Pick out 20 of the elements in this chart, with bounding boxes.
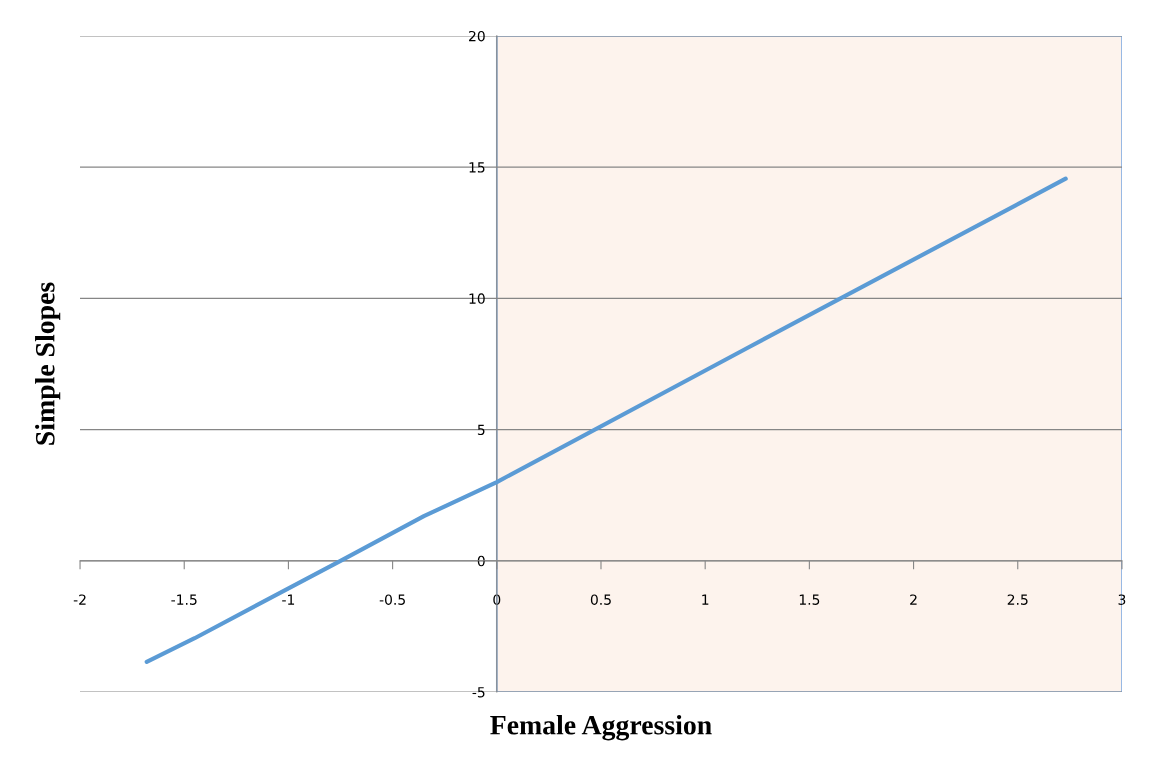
x-tick-label: -2 (73, 594, 86, 605)
x-tick-label: -1.5 (171, 594, 197, 605)
x-tick-label: 1 (702, 594, 709, 605)
y-tick-label: 20 (469, 30, 485, 42)
x-tick-label: 2 (910, 594, 917, 605)
x-tick-label: 3 (1118, 594, 1126, 605)
y-axis-title: Simple Slopes (35, 282, 61, 445)
y-tick-label: 0 (477, 555, 485, 567)
y-tick-label: -5 (472, 687, 485, 698)
y-tick-label: 5 (477, 424, 485, 436)
x-tick-label: 1.5 (799, 594, 820, 605)
y-tick-label: 10 (469, 293, 485, 304)
x-tick-label: 0.5 (590, 594, 611, 605)
y-tick-label: 15 (469, 162, 485, 173)
x-tick-label: 0 (493, 594, 501, 605)
x-tick-label: -1 (282, 594, 295, 605)
line-series (144, 176, 1068, 664)
x-axis-title: Female Aggression (490, 715, 712, 741)
x-tick-label: 2.5 (1007, 594, 1028, 605)
x-tick-label: -0.5 (379, 594, 405, 605)
